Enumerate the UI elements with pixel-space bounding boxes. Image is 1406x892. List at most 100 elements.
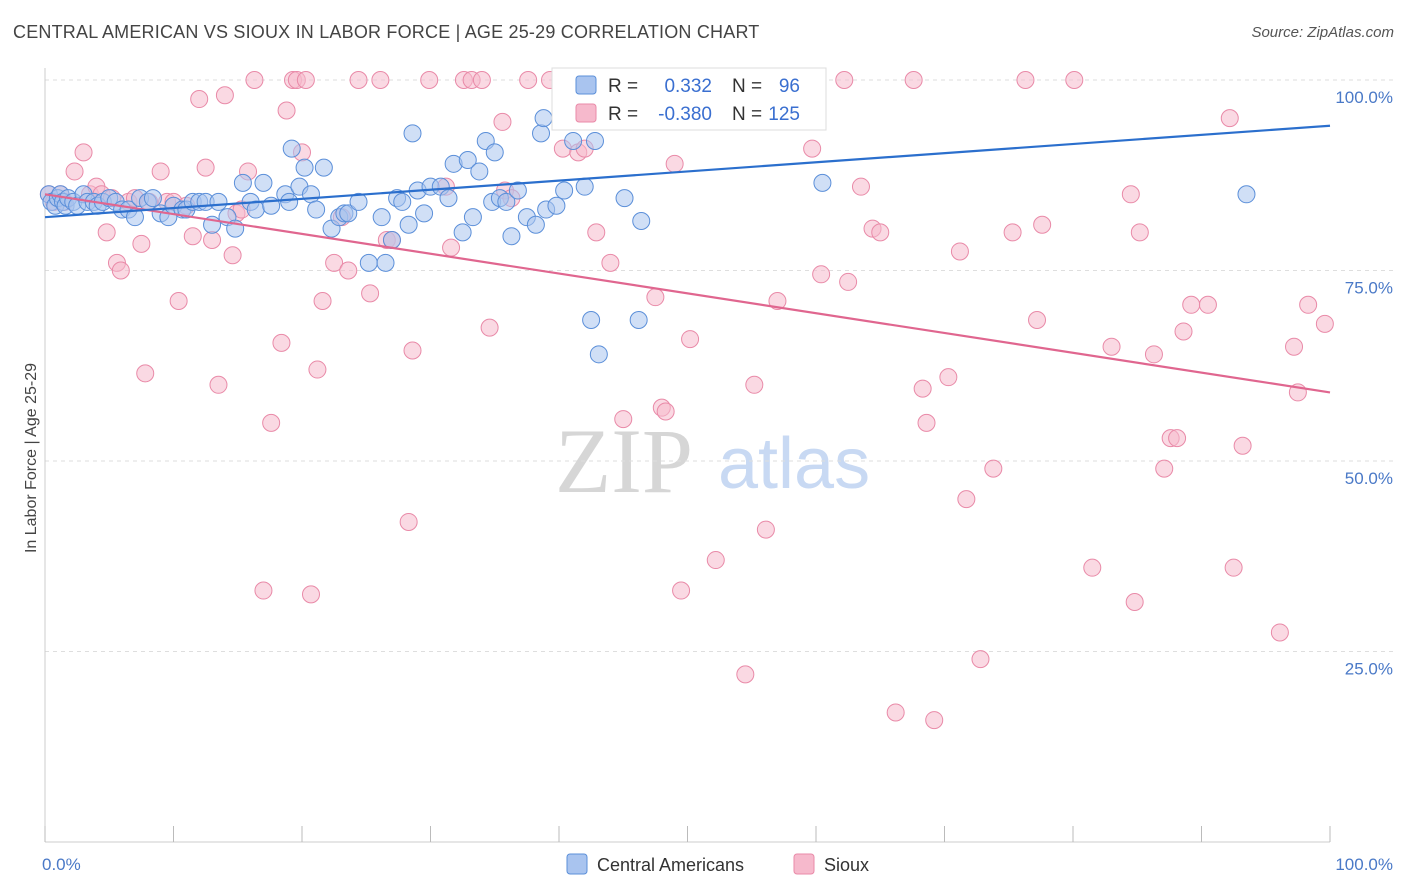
sioux-point bbox=[296, 71, 315, 89]
sioux-point bbox=[1270, 623, 1289, 642]
sioux-point bbox=[1315, 314, 1334, 333]
sioux-point bbox=[1168, 429, 1187, 448]
central-americans-point bbox=[632, 211, 651, 230]
legend-pink-swatch bbox=[575, 103, 597, 123]
sioux-points bbox=[39, 71, 1334, 730]
sioux-point bbox=[601, 253, 620, 272]
sioux-point bbox=[1155, 459, 1174, 478]
sioux-point bbox=[277, 101, 296, 120]
y-tick-labels: 25.0% 50.0% 75.0% 100.0% bbox=[1335, 88, 1393, 679]
sioux-point bbox=[1198, 295, 1217, 314]
central-americans-point bbox=[307, 200, 326, 219]
sioux-point bbox=[215, 86, 234, 105]
sioux-point bbox=[913, 379, 932, 398]
y-axis-label: In Labor Force | Age 25-29 bbox=[23, 363, 40, 553]
central-americans-point bbox=[615, 189, 634, 208]
sioux-point bbox=[196, 158, 215, 177]
sioux-point bbox=[1028, 311, 1047, 330]
sioux-point bbox=[614, 410, 633, 429]
bottom-legend-blue-label: Central Americans bbox=[597, 855, 744, 875]
sioux-point bbox=[1016, 71, 1035, 89]
central-americans-point bbox=[295, 158, 314, 177]
sioux-point bbox=[1224, 558, 1243, 577]
sioux-point bbox=[262, 413, 281, 432]
sioux-point bbox=[1003, 223, 1022, 242]
central-americans-point bbox=[458, 151, 477, 170]
sioux-point bbox=[1033, 215, 1052, 234]
legend-blue-swatch bbox=[575, 75, 597, 95]
sioux-point bbox=[313, 291, 332, 310]
sioux-point bbox=[768, 291, 787, 310]
central-americans-point bbox=[497, 192, 516, 211]
legend-blue-n-label: N = bbox=[732, 76, 762, 97]
sioux-point bbox=[203, 231, 222, 250]
sioux-point bbox=[1083, 558, 1102, 577]
sioux-point bbox=[245, 71, 264, 89]
central-americans-point bbox=[439, 189, 458, 208]
central-americans-point bbox=[376, 253, 395, 272]
sioux-point bbox=[272, 333, 291, 352]
central-americans-point bbox=[463, 208, 482, 227]
central-americans-point bbox=[314, 158, 333, 177]
sioux-trend-line bbox=[44, 193, 1331, 394]
central-americans-point bbox=[233, 173, 252, 192]
sioux-point bbox=[472, 71, 491, 89]
sioux-point bbox=[656, 402, 675, 421]
sioux-point bbox=[681, 330, 700, 349]
sioux-point bbox=[1285, 337, 1304, 356]
y-tick-label: 50.0% bbox=[1345, 469, 1393, 488]
sioux-point bbox=[587, 223, 606, 242]
central-americans-point bbox=[1237, 185, 1256, 204]
sioux-point bbox=[442, 238, 461, 257]
y-tick-label: 25.0% bbox=[1345, 660, 1393, 679]
central-americans-point bbox=[547, 196, 566, 215]
sioux-point bbox=[672, 581, 691, 600]
sioux-point bbox=[1121, 185, 1140, 204]
central-americans-point bbox=[508, 181, 527, 200]
x-tick-min: 0.0% bbox=[42, 855, 81, 874]
x-tick-max: 100.0% bbox=[1335, 855, 1393, 874]
sioux-point bbox=[349, 71, 368, 89]
sioux-point bbox=[1065, 71, 1084, 89]
sioux-point bbox=[190, 90, 209, 109]
legend-blue-r-value: 0.332 bbox=[664, 76, 712, 97]
central-americans-point bbox=[575, 177, 594, 196]
sioux-point bbox=[803, 139, 822, 158]
sioux-point bbox=[301, 585, 320, 604]
trend-lines bbox=[44, 124, 1331, 394]
sioux-point bbox=[736, 665, 755, 684]
sioux-point bbox=[480, 318, 499, 337]
sioux-point bbox=[169, 291, 188, 310]
central-americans-point bbox=[555, 181, 574, 200]
sioux-point bbox=[519, 71, 538, 89]
central-americans-point bbox=[813, 173, 832, 192]
sioux-point bbox=[957, 490, 976, 509]
sioux-point bbox=[706, 551, 725, 570]
bottom-legend-pink-label: Sioux bbox=[824, 855, 869, 875]
sioux-point bbox=[97, 223, 116, 242]
sioux-point bbox=[151, 162, 170, 181]
sioux-point bbox=[950, 242, 969, 261]
sioux-point bbox=[65, 162, 84, 181]
central-americans-point bbox=[143, 189, 162, 208]
central-americans-point bbox=[470, 162, 489, 181]
sioux-point bbox=[1130, 223, 1149, 242]
central-americans-point bbox=[403, 124, 422, 143]
sioux-point bbox=[209, 375, 228, 394]
legend-blue-n-value: 96 bbox=[779, 76, 800, 97]
central-americans-point bbox=[254, 173, 273, 192]
central-americans-point bbox=[485, 143, 504, 162]
bottom-legend: Central Americans Sioux bbox=[566, 853, 869, 875]
legend-box: R = 0.332 N = 96 R = -0.380 N = 125 bbox=[551, 67, 827, 131]
sioux-point bbox=[399, 512, 418, 531]
sioux-point bbox=[136, 364, 155, 383]
sioux-point bbox=[1125, 592, 1144, 611]
sioux-point bbox=[886, 703, 905, 722]
sioux-point bbox=[325, 253, 344, 272]
y-tick-label: 75.0% bbox=[1345, 279, 1393, 298]
sioux-point bbox=[835, 71, 854, 89]
sioux-point bbox=[183, 227, 202, 246]
legend-pink-r-label: R = bbox=[608, 104, 638, 125]
central-americans-point bbox=[339, 204, 358, 223]
sioux-point bbox=[1299, 295, 1318, 314]
